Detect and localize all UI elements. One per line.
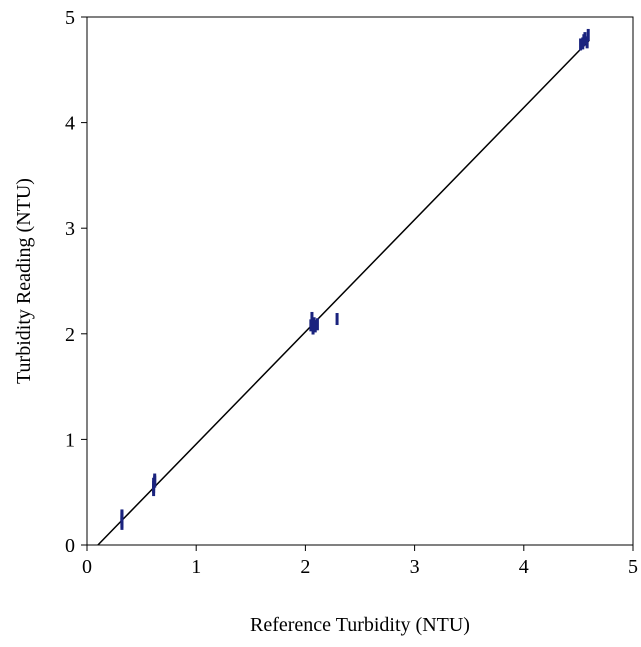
data-point	[309, 319, 313, 332]
data-point	[579, 38, 583, 51]
y-tick-label: 2	[65, 324, 75, 346]
axes	[81, 16, 634, 551]
y-tick-label: 3	[65, 218, 75, 240]
data-point	[585, 36, 589, 49]
x-tick-label: 1	[191, 556, 201, 578]
data-point	[153, 473, 157, 486]
data-point	[313, 320, 317, 333]
x-tick-label: 5	[628, 556, 638, 578]
x-axis-label: Reference Turbidity (NTU)	[250, 614, 470, 636]
x-tick-label: 3	[410, 556, 420, 578]
tick-labels: 0 1 2 3 4 5 0 1 2 3 4 5	[65, 7, 638, 578]
y-tick-label: 1	[65, 429, 75, 451]
x-tick-label: 2	[300, 556, 310, 578]
x-tick-label: 0	[82, 556, 92, 578]
plot-frame	[86, 16, 634, 546]
data-point	[583, 32, 587, 45]
y-tick-label: 4	[65, 113, 75, 135]
data-point	[315, 318, 319, 331]
y-axis-label: Turbidity Reading (NTU)	[13, 178, 35, 384]
x-tick-label: 4	[519, 556, 529, 578]
y-tick-label: 0	[65, 535, 75, 557]
fit-line-group	[97, 39, 590, 546]
data-point	[586, 28, 590, 41]
data-point	[310, 311, 314, 324]
fit-line	[97, 39, 590, 546]
y-tick-label: 5	[65, 7, 75, 29]
data-points	[120, 28, 590, 530]
data-point	[335, 313, 339, 326]
data-point	[120, 509, 124, 522]
